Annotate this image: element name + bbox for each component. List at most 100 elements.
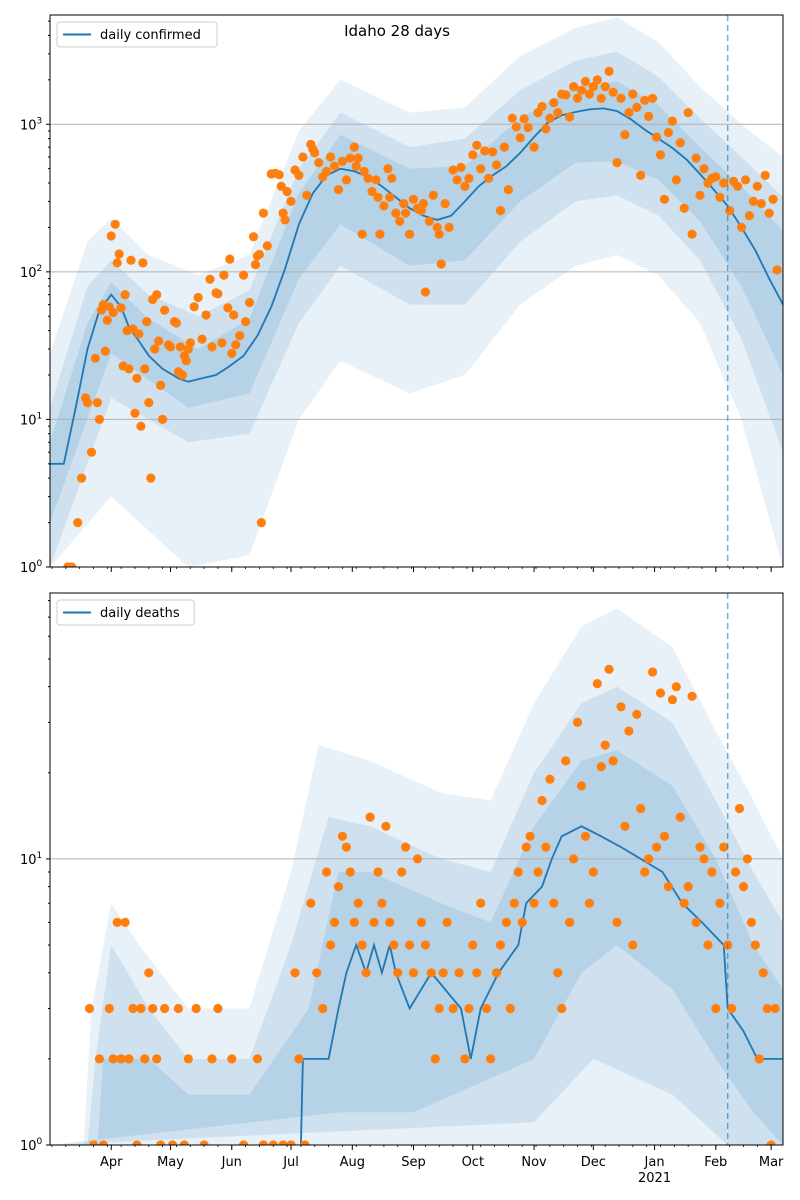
- data-point: [600, 82, 610, 92]
- data-point: [314, 158, 324, 168]
- data-point: [333, 185, 344, 195]
- data-point: [158, 414, 168, 424]
- data-point: [373, 192, 383, 202]
- data-point: [217, 338, 227, 348]
- data-point: [349, 142, 359, 152]
- data-point: [464, 1003, 474, 1014]
- data-point: [644, 854, 654, 864]
- data-point: [736, 222, 747, 232]
- data-point: [557, 1003, 567, 1014]
- data-point: [286, 1140, 296, 1145]
- data-point: [561, 90, 571, 100]
- data-point: [711, 172, 721, 182]
- data-point: [144, 968, 154, 978]
- data-point: [183, 1054, 193, 1064]
- data-point: [156, 380, 166, 390]
- data-point: [565, 112, 575, 122]
- x-tick-label: Apr: [100, 1155, 123, 1170]
- data-point: [92, 398, 102, 408]
- data-point: [379, 201, 389, 211]
- data-point: [719, 178, 729, 188]
- data-point: [110, 219, 120, 229]
- data-point: [495, 206, 506, 216]
- data-point: [124, 1054, 134, 1064]
- data-point: [108, 307, 118, 318]
- legend: daily deaths: [56, 599, 195, 626]
- data-point: [679, 898, 689, 908]
- data-point: [612, 158, 622, 168]
- data-point: [675, 812, 685, 822]
- data-point: [322, 867, 332, 877]
- data-point: [476, 898, 486, 908]
- data-point: [426, 968, 436, 978]
- data-point: [499, 142, 509, 152]
- data-point: [286, 196, 296, 206]
- data-point: [73, 518, 83, 528]
- data-point: [126, 255, 136, 265]
- data-point: [760, 170, 770, 180]
- data-point: [94, 414, 104, 424]
- data-point: [734, 803, 745, 814]
- data-point: [501, 917, 511, 928]
- data-point: [480, 146, 490, 156]
- data-point: [588, 82, 598, 92]
- data-point: [373, 867, 383, 877]
- data-point: [596, 93, 606, 103]
- data-point: [572, 93, 583, 103]
- data-point: [537, 101, 547, 112]
- data-point: [333, 882, 344, 892]
- data-point: [604, 66, 614, 76]
- data-point: [142, 317, 152, 327]
- data-point: [663, 882, 674, 892]
- y-tick-label: 100: [20, 559, 43, 576]
- axes-frame: [49, 14, 784, 568]
- data-point: [691, 917, 701, 928]
- data-point: [371, 175, 381, 185]
- legend-label: daily deaths: [100, 606, 180, 621]
- data-point: [683, 882, 693, 892]
- data-point: [136, 421, 146, 431]
- data-point: [171, 318, 181, 328]
- data-point: [318, 1003, 328, 1014]
- data-point: [488, 147, 498, 157]
- data-point: [762, 1003, 772, 1014]
- data-point: [329, 161, 340, 171]
- data-point: [160, 1003, 170, 1014]
- data-point: [82, 398, 93, 408]
- data-point: [90, 353, 100, 363]
- data-point: [592, 75, 602, 85]
- data-point: [476, 164, 486, 174]
- data-point: [179, 1140, 189, 1145]
- data-point: [659, 831, 670, 841]
- data-point: [703, 940, 713, 950]
- data-point: [572, 717, 583, 728]
- data-point: [341, 175, 351, 185]
- data-point: [173, 1003, 183, 1014]
- y-tick-label: 101: [20, 851, 42, 868]
- data-point: [225, 254, 235, 264]
- data-point: [454, 968, 464, 978]
- data-point: [385, 917, 395, 928]
- series-line: [300, 825, 783, 1145]
- data-point: [628, 940, 638, 950]
- x-tick-label: Jul: [282, 1155, 299, 1170]
- data-point: [116, 303, 126, 313]
- data-point: [124, 364, 134, 374]
- data-point: [515, 133, 525, 143]
- uncertainty-band-middle: [50, 686, 783, 1145]
- data-point: [177, 370, 187, 380]
- data-point: [738, 882, 749, 892]
- data-point: [152, 1054, 162, 1064]
- data-point: [227, 348, 237, 358]
- data-point: [584, 89, 595, 99]
- data-point: [154, 336, 164, 346]
- data-point: [687, 229, 697, 239]
- data-point: [671, 682, 681, 692]
- data-point: [175, 342, 185, 352]
- data-point: [326, 940, 336, 950]
- data-point: [604, 664, 614, 674]
- data-point: [699, 164, 709, 174]
- data-point: [521, 842, 531, 852]
- data-point: [744, 211, 755, 221]
